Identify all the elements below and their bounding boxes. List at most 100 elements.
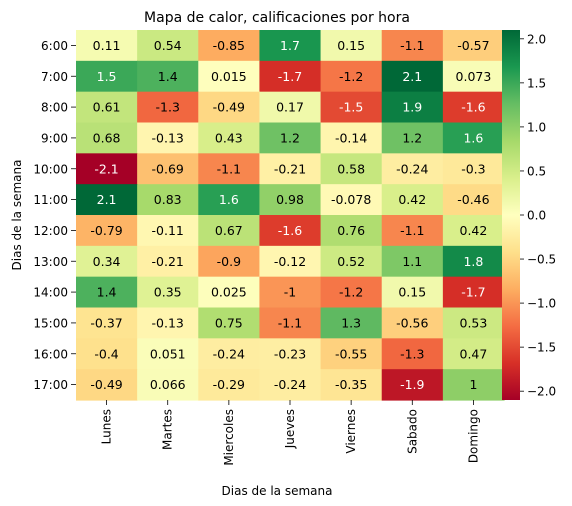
heatmap-cell [442,184,505,216]
cell-value-label: 0.58 [337,161,365,176]
cell-value-label: -0.12 [274,254,306,269]
colorbar-tick-label: −0.5 [527,253,556,267]
heatmap-cell [76,184,138,216]
cell-value-label: -2.1 [94,161,118,176]
heatmap-cell [320,184,383,216]
cell-value-label: -1.9 [400,377,424,392]
cell-value-label: 0.34 [93,254,121,269]
x-tick-label: Sabado [405,409,419,454]
x-axis-label: Dias de la semana [222,484,333,498]
heatmap-cell-labels: 0.11 0.54 -0.85 1.7 0.15 -1.1 -0.57 1.5 1.4 0.015… [90,38,491,392]
heatmap-cell [259,215,322,247]
cell-value-label: 0.015 [211,69,247,84]
heatmap-cell [442,245,505,278]
x-axis-ticks: Lunes Martes Miercoles Jueves Viernes Sabado D… [100,400,480,466]
cell-value-label: 0.15 [398,285,426,300]
cell-value-label: 0.47 [460,346,488,361]
heatmap-cell [76,276,138,309]
y-tick-label: 16:00 [33,347,68,361]
cell-value-label: 1.3 [341,315,361,330]
colorbar: 2.0 1.5 1.0 0.5 0.0 −0.5 −1.0 −1.5 −2.0 [502,30,556,400]
x-tick-label: Domingo [466,409,480,463]
cell-value-label: -0.13 [152,130,184,145]
cell-value-label: -1 [284,285,296,300]
heatmap-cell [198,369,261,401]
cell-value-label: -0.24 [274,377,306,392]
cell-value-label: -0.24 [396,161,428,176]
heatmap-cell [76,153,138,185]
heatmap-cell [442,91,505,124]
heatmap-cell [137,122,199,154]
colorbar-tick-label: 1.0 [527,120,546,134]
heatmap-cell [198,153,261,185]
heatmap-cell [76,338,138,370]
y-tick-label: 14:00 [33,286,68,300]
cell-value-label: 2.1 [402,69,422,84]
cell-value-label: -0.21 [152,254,184,269]
y-tick-label: 11:00 [33,193,68,207]
heatmap-cell [320,276,383,309]
heatmap-cell [381,307,444,339]
cell-value-label: -0.37 [90,315,122,330]
x-tick-label: Miercoles [222,409,236,466]
heatmap-cell [442,122,505,154]
heatmap-cell [320,369,383,401]
heatmap-cell [320,60,383,93]
cell-value-label: -1.3 [156,100,180,115]
cell-value-label: 0.073 [456,69,492,84]
heatmap-cell [137,245,199,278]
cell-value-label: -0.49 [90,377,122,392]
cell-value-label: 1.8 [463,254,483,269]
heatmap-cell [442,369,505,401]
heatmap-cell [137,60,199,93]
cell-value-label: -0.078 [331,192,371,207]
heatmap-cell [198,215,261,247]
colorbar-tick-label: 0.5 [527,164,546,178]
cell-value-label: 0.42 [460,223,488,238]
y-tick-label: 10:00 [33,162,68,176]
x-tick-label: Viernes [344,409,358,454]
heatmap-cell [137,307,199,339]
cell-value-label: 1.9 [402,100,422,115]
cell-value-label: 1.2 [280,130,300,145]
cell-value-label: -1.1 [400,223,424,238]
cell-value-label: 1.6 [463,130,483,145]
cell-value-label: -0.23 [274,346,306,361]
colorbar-ticks: 2.0 1.5 1.0 0.5 0.0 −0.5 −1.0 −1.5 −2.0 [520,32,556,399]
cell-value-label: -1.7 [461,285,485,300]
cell-value-label: 2.1 [97,192,117,207]
heatmap-cells [76,30,505,401]
heatmap-cell [137,153,199,185]
chart-title: Mapa de calor, calificaciones por hora [144,10,410,26]
heatmap-cell [442,276,505,309]
y-axis-label: Dias de la semana [10,160,24,271]
cell-value-label: -0.9 [217,254,241,269]
cell-value-label: 0.67 [215,223,243,238]
heatmap-cell [442,153,505,185]
cell-value-label: 0.051 [150,346,186,361]
cell-value-label: 0.17 [276,100,304,115]
cell-value-label: -0.49 [213,100,245,115]
heatmap-cell [381,245,444,278]
cell-value-label: -0.21 [274,161,306,176]
cell-value-label: 0.75 [215,315,243,330]
heatmap-cell [137,276,199,309]
heatmap-cell [442,307,505,339]
cell-value-label: -1.6 [461,100,485,115]
heatmap-cell [442,338,505,370]
cell-value-label: 0.54 [154,38,182,53]
colorbar-tick-label: 2.0 [527,32,546,46]
cell-value-label: -0.11 [152,223,184,238]
cell-value-label: 0.43 [215,130,243,145]
cell-value-label: -0.35 [335,377,367,392]
cell-value-label: 0.83 [154,192,182,207]
heatmap-cell [381,276,444,309]
colorbar-gradient [502,30,520,400]
heatmap-cell [259,276,322,309]
heatmap-cell [137,91,199,124]
heatmap-cell [259,369,322,401]
heatmap-cell [381,215,444,247]
heatmap-cell [259,122,322,154]
cell-value-label: 1.1 [402,254,422,269]
heatmap-cell [320,30,383,62]
